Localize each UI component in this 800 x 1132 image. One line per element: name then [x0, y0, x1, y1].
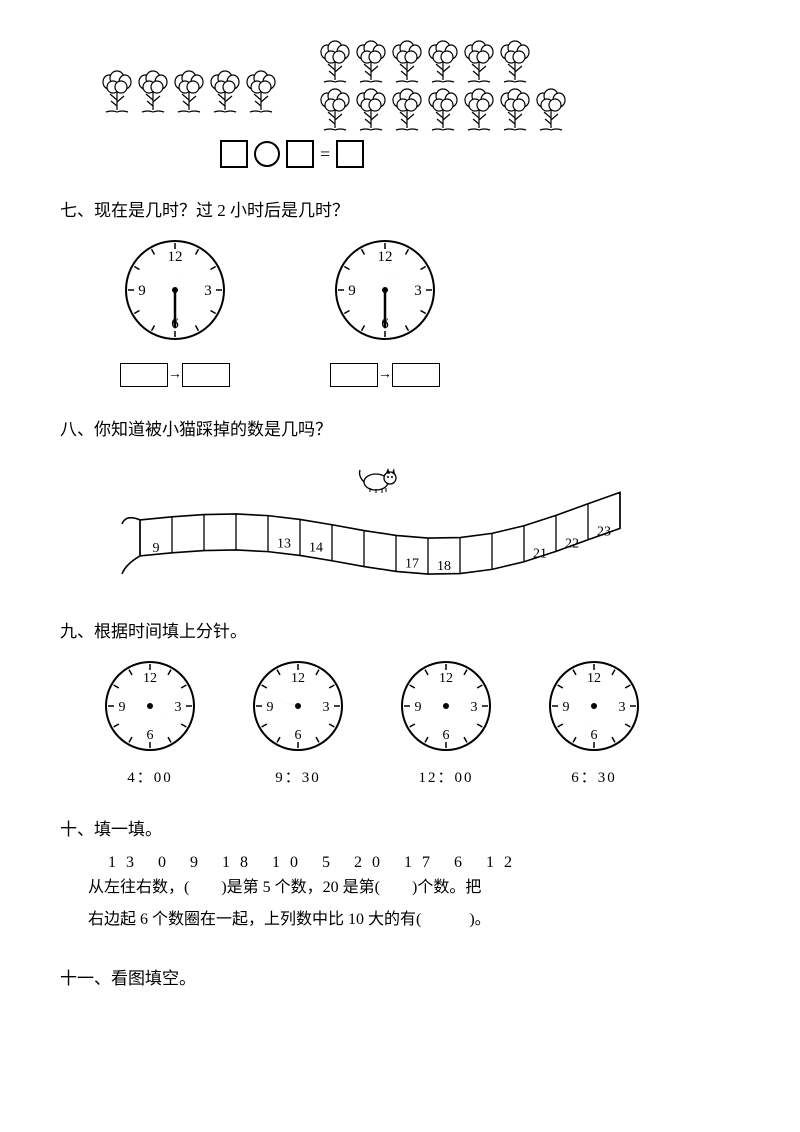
- q10-heading: 十、填一填。: [60, 815, 740, 840]
- answer-box-1a[interactable]: [120, 363, 168, 387]
- svg-text:3: 3: [471, 700, 478, 715]
- svg-text:18: 18: [437, 559, 451, 574]
- svg-text:17: 17: [405, 556, 419, 571]
- tree-group-left: [100, 70, 278, 114]
- svg-text:9: 9: [267, 700, 274, 715]
- svg-text:6: 6: [295, 728, 302, 743]
- svg-text:12: 12: [378, 249, 393, 265]
- svg-text:9: 9: [153, 541, 160, 556]
- tree-group-right: [318, 40, 568, 132]
- trees-question: =: [60, 40, 740, 168]
- svg-text:3: 3: [204, 283, 212, 299]
- q10-line1: 从左往右数，( )是第 5 个数，20 是第( )个数。把: [88, 872, 740, 904]
- equals-sign: =: [320, 144, 330, 165]
- q9-clock-4: 12 3 6 9 6：30: [544, 656, 644, 787]
- q9-heading: 九、根据时间填上分针。: [60, 617, 740, 642]
- time-label: 9：30: [275, 766, 321, 787]
- question-9: 九、根据时间填上分针。 12 3 6 9 4：00 12 3 6 9 9：30 12 3 6 9 12：00…: [60, 617, 740, 787]
- clock-face: 12 3 6 9: [396, 656, 496, 756]
- clock-face: 12 3 6 9: [544, 656, 644, 756]
- answer-boxes-2: →: [330, 363, 440, 387]
- q10-numbers: 13 0 9 18 10 5 20 17 6 12: [108, 854, 740, 872]
- clock-face: 12 3 6 9: [248, 656, 348, 756]
- svg-text:12: 12: [168, 249, 183, 265]
- question-10: 十、填一填。 13 0 9 18 10 5 20 17 6 12 从左往右数，(…: [60, 815, 740, 936]
- q8-heading: 八、你知道被小猫踩掉的数是几吗？: [60, 415, 740, 440]
- q9-clock-1: 12 3 6 9 4：00: [100, 656, 200, 787]
- svg-text:9: 9: [138, 283, 146, 299]
- svg-text:14: 14: [309, 540, 323, 555]
- svg-text:12: 12: [291, 671, 305, 686]
- q9-clock-3: 12 3 6 9 12：00: [396, 656, 496, 787]
- svg-text:22: 22: [565, 536, 579, 551]
- svg-text:9: 9: [119, 700, 126, 715]
- svg-text:12: 12: [587, 671, 601, 686]
- q10-line2: 右边起 6 个数圈在一起，上列数中比 10 大的有( )。: [88, 904, 740, 936]
- svg-text:3: 3: [175, 700, 182, 715]
- answer-box-2b[interactable]: [392, 363, 440, 387]
- question-8: 八、你知道被小猫踩掉的数是几吗？ 9 13 14 17 18 21 22 23: [60, 415, 740, 589]
- time-label: 6：30: [571, 766, 617, 787]
- time-label: 12：00: [418, 766, 473, 787]
- answer-box-2a[interactable]: [330, 363, 378, 387]
- arrow-icon: →: [168, 367, 182, 383]
- clock-face: 12 3 6 9: [100, 656, 200, 756]
- bridge-diagram: 9 13 14 17 18 21 22 23: [120, 454, 640, 584]
- equation-box-3[interactable]: [336, 140, 364, 168]
- q7-heading: 七、现在是几时？过 2 小时后是几时？: [60, 196, 740, 221]
- time-label: 4：00: [127, 766, 173, 787]
- svg-text:6: 6: [147, 728, 154, 743]
- svg-text:3: 3: [414, 283, 422, 299]
- svg-text:6: 6: [591, 728, 598, 743]
- q9-clock-2: 12 3 6 9 9：30: [248, 656, 348, 787]
- svg-text:6: 6: [443, 728, 450, 743]
- svg-text:23: 23: [597, 525, 611, 540]
- svg-text:3: 3: [619, 700, 626, 715]
- svg-text:9: 9: [563, 700, 570, 715]
- svg-text:3: 3: [323, 700, 330, 715]
- answer-box-1b[interactable]: [182, 363, 230, 387]
- clock-2: 12369: [330, 235, 440, 345]
- equation-box-2[interactable]: [286, 140, 314, 168]
- equation-line: =: [220, 140, 740, 168]
- svg-text:12: 12: [439, 671, 453, 686]
- equation-box-1[interactable]: [220, 140, 248, 168]
- svg-text:13: 13: [277, 537, 291, 552]
- svg-text:9: 9: [415, 700, 422, 715]
- svg-text:12: 12: [143, 671, 157, 686]
- answer-boxes-1: →: [120, 363, 230, 387]
- equation-operator-circle[interactable]: [254, 141, 280, 167]
- question-7: 七、现在是几时？过 2 小时后是几时？ 12369 → 12369 →: [60, 196, 740, 387]
- svg-text:9: 9: [348, 283, 356, 299]
- clock-1: 12369: [120, 235, 230, 345]
- question-11: 十一、看图填空。: [60, 964, 740, 989]
- arrow-icon: →: [378, 367, 392, 383]
- svg-text:21: 21: [533, 547, 547, 562]
- q11-heading: 十一、看图填空。: [60, 964, 740, 989]
